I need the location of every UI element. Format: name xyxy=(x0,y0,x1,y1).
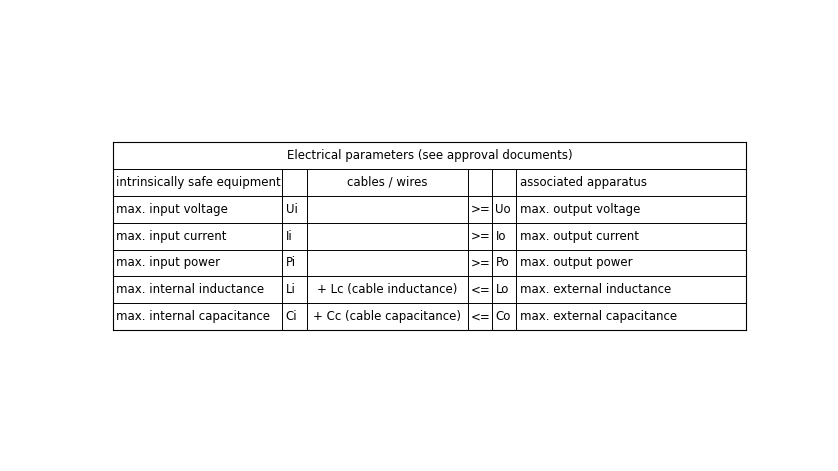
Text: max. output power: max. output power xyxy=(520,257,632,269)
Text: Pi: Pi xyxy=(286,257,296,269)
Text: Io: Io xyxy=(495,229,506,243)
Text: + Lc (cable inductance): + Lc (cable inductance) xyxy=(317,284,458,296)
Text: >=: >= xyxy=(470,203,490,216)
Text: max. external capacitance: max. external capacitance xyxy=(520,310,677,324)
Text: intrinsically safe equipment: intrinsically safe equipment xyxy=(116,176,281,189)
Text: Li: Li xyxy=(286,284,296,296)
Text: Ci: Ci xyxy=(286,310,297,324)
Text: max. input power: max. input power xyxy=(116,257,220,269)
Text: max. internal inductance: max. internal inductance xyxy=(116,284,264,296)
Text: Ui: Ui xyxy=(286,203,297,216)
Text: Ii: Ii xyxy=(286,229,292,243)
Text: + Cc (cable capacitance): + Cc (cable capacitance) xyxy=(313,310,462,324)
Text: Po: Po xyxy=(495,257,510,269)
Text: max. input current: max. input current xyxy=(116,229,226,243)
Text: max. output voltage: max. output voltage xyxy=(520,203,640,216)
Text: <=: <= xyxy=(470,284,490,296)
Text: cables / wires: cables / wires xyxy=(347,176,427,189)
Text: Lo: Lo xyxy=(495,284,509,296)
Text: <=: <= xyxy=(470,310,490,324)
Text: >=: >= xyxy=(470,229,490,243)
Text: max. external inductance: max. external inductance xyxy=(520,284,670,296)
Text: Electrical parameters (see approval documents): Electrical parameters (see approval docu… xyxy=(287,149,572,162)
Text: associated apparatus: associated apparatus xyxy=(520,176,647,189)
Text: max. input voltage: max. input voltage xyxy=(116,203,228,216)
Text: Co: Co xyxy=(495,310,511,324)
Text: max. output current: max. output current xyxy=(520,229,639,243)
Text: >=: >= xyxy=(470,257,490,269)
Text: max. internal capacitance: max. internal capacitance xyxy=(116,310,270,324)
Text: Uo: Uo xyxy=(495,203,511,216)
